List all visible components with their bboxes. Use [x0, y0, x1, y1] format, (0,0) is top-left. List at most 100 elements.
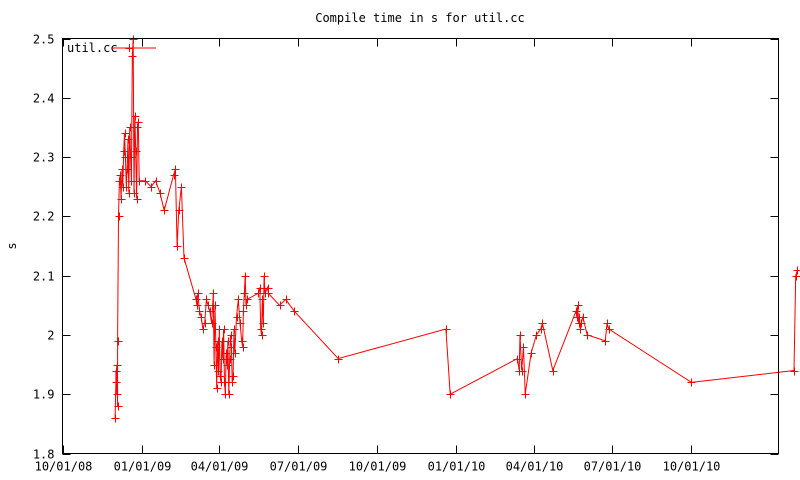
data-point — [583, 331, 592, 340]
data-point — [134, 118, 143, 127]
data-point — [115, 212, 124, 221]
data-point — [229, 372, 238, 381]
data-point — [334, 355, 343, 364]
data-point — [241, 272, 250, 281]
series-line-util-cc — [114, 38, 798, 418]
data-point — [574, 301, 583, 310]
data-point — [206, 307, 215, 316]
data-point — [220, 325, 229, 334]
data-point — [605, 325, 614, 334]
data-point — [130, 189, 139, 198]
data-point — [240, 289, 249, 298]
data-point — [123, 165, 132, 174]
data-point — [129, 35, 138, 44]
data-point — [175, 206, 184, 215]
data-point — [258, 295, 267, 304]
data-point — [141, 177, 150, 186]
data-point — [579, 313, 588, 322]
data-point — [197, 313, 206, 322]
data-point — [228, 378, 237, 387]
data-point — [521, 390, 530, 399]
x-tick-label: 01/01/09 — [114, 460, 172, 474]
data-point — [114, 337, 123, 346]
series-group — [111, 35, 800, 423]
data-point — [236, 319, 245, 328]
data-point — [177, 183, 186, 192]
y-axis-label: s — [5, 242, 19, 249]
chart-title: Compile time in s for util.cc — [315, 11, 525, 25]
y-tick-label: 2.5 — [33, 33, 55, 47]
data-point — [201, 319, 210, 328]
data-point — [194, 289, 203, 298]
data-point — [219, 355, 228, 364]
legend-point-marker — [125, 44, 134, 52]
x-tick-label: 07/01/09 — [270, 460, 328, 474]
axis-ticks: 1.8 1.9 2 2.1 2.2 2.3 2.4 2.5 10/01/08 01/01/09 04… — [33, 33, 779, 474]
y-tick-label: 1.9 — [33, 388, 55, 402]
data-point — [132, 147, 141, 156]
data-point — [210, 361, 219, 370]
data-point — [112, 378, 121, 387]
y-tick-label: 2.4 — [33, 92, 55, 106]
data-point — [519, 343, 528, 352]
data-point — [222, 349, 231, 358]
data-point — [115, 177, 124, 186]
data-point — [577, 319, 586, 328]
data-point — [128, 52, 137, 61]
data-point — [234, 295, 243, 304]
data-point — [152, 177, 161, 186]
data-point — [116, 171, 125, 180]
data-point — [230, 325, 239, 334]
data-point — [202, 295, 211, 304]
legend-label-util-cc: util.cc — [67, 41, 118, 55]
data-point — [256, 284, 265, 293]
x-tick-label: 04/01/10 — [506, 460, 564, 474]
data-point — [120, 147, 129, 156]
data-point — [233, 313, 242, 322]
data-point — [516, 331, 525, 340]
data-point — [211, 301, 220, 310]
data-point — [208, 319, 217, 328]
data-point — [121, 129, 130, 138]
data-point — [257, 325, 266, 334]
y-tick-label: 2 — [47, 329, 54, 343]
data-point — [156, 189, 165, 198]
data-point — [290, 307, 299, 316]
data-point — [254, 289, 263, 298]
data-point — [124, 135, 133, 144]
data-point — [239, 343, 248, 352]
data-point — [538, 319, 547, 328]
data-point — [126, 123, 135, 132]
data-point — [793, 266, 800, 275]
data-point — [260, 272, 269, 281]
data-point — [518, 367, 527, 376]
x-tick-label: 01/01/10 — [428, 460, 486, 474]
data-point — [603, 319, 612, 328]
plot-frame — [62, 38, 779, 454]
data-point — [209, 289, 218, 298]
data-point — [117, 195, 126, 204]
data-point — [259, 319, 268, 328]
data-point — [180, 254, 189, 263]
data-point — [192, 295, 201, 304]
data-point — [224, 337, 233, 346]
data-point — [243, 295, 252, 304]
data-point — [527, 349, 536, 358]
data-point — [442, 325, 451, 334]
y-tick-label: 2.2 — [33, 210, 55, 224]
y-tick-label: 2.3 — [33, 151, 55, 165]
data-point — [111, 414, 120, 423]
data-point — [282, 295, 291, 304]
data-point — [127, 153, 136, 162]
data-point — [212, 343, 221, 352]
data-point — [127, 177, 136, 186]
data-point — [225, 390, 234, 399]
data-point — [572, 307, 581, 316]
data-point — [113, 390, 122, 399]
data-point — [549, 367, 558, 376]
data-point — [231, 349, 240, 358]
data-point — [133, 195, 142, 204]
data-point — [204, 301, 213, 310]
data-point — [133, 123, 142, 132]
